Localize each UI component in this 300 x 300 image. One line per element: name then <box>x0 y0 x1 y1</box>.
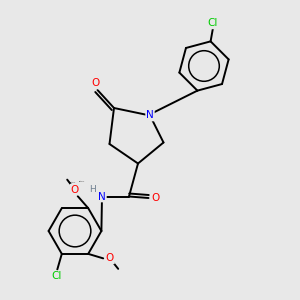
Text: O: O <box>151 193 159 203</box>
Text: methoxy: methoxy <box>79 181 85 182</box>
Text: O: O <box>106 254 114 263</box>
Text: methoxy: methoxy <box>70 182 76 183</box>
Text: O: O <box>70 184 79 194</box>
Text: O: O <box>92 78 100 88</box>
Text: H: H <box>89 184 96 194</box>
Text: N: N <box>98 191 106 202</box>
Text: Cl: Cl <box>208 18 218 28</box>
Text: Cl: Cl <box>51 272 62 281</box>
Text: N: N <box>146 110 154 121</box>
